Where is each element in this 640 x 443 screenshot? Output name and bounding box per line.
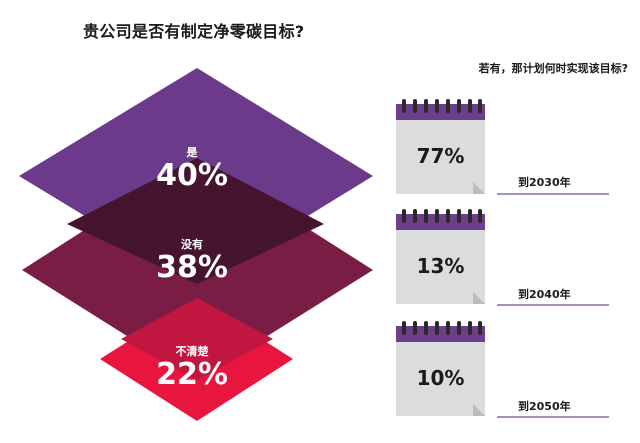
calendar-value-2050: 10% bbox=[416, 366, 465, 390]
segment-value-no: 38% bbox=[156, 250, 228, 285]
ring-icon bbox=[413, 209, 417, 223]
ring-icon bbox=[457, 321, 461, 335]
ring-icon bbox=[478, 209, 482, 223]
segment-value-unsure: 22% bbox=[156, 357, 228, 392]
chart-subtitle: 若有，那计划何时实现该目标? bbox=[478, 62, 628, 75]
year-underline bbox=[497, 193, 609, 195]
ring-icon bbox=[413, 99, 417, 113]
calendar-value-2040: 13% bbox=[416, 254, 465, 278]
ring-icon bbox=[402, 99, 406, 113]
ring-icon bbox=[413, 321, 417, 335]
year-underline bbox=[497, 304, 609, 306]
year-label-2040: 到2040年 bbox=[518, 288, 571, 301]
page-fold-icon bbox=[473, 182, 485, 194]
ring-icon bbox=[446, 321, 450, 335]
calendar-header bbox=[396, 104, 485, 120]
calendar-header bbox=[396, 214, 485, 230]
segment-label-yes: 是 40% bbox=[132, 144, 252, 192]
ring-icon bbox=[402, 209, 406, 223]
ring-icon bbox=[468, 209, 472, 223]
segment-name-unsure: 不清楚 bbox=[175, 345, 209, 358]
segment-value-yes: 40% bbox=[156, 158, 228, 193]
ring-icon bbox=[468, 99, 472, 113]
ring-icon bbox=[478, 321, 482, 335]
ring-icon bbox=[402, 321, 406, 335]
segment-label-no: 没有 38% bbox=[132, 236, 252, 284]
calendar-value-2030: 77% bbox=[416, 144, 465, 168]
year-underline bbox=[497, 416, 609, 418]
ring-icon bbox=[424, 99, 428, 113]
calendar-header bbox=[396, 326, 485, 342]
chart-title: 贵公司是否有制定净零碳目标? bbox=[83, 22, 305, 41]
ring-icon bbox=[435, 99, 439, 113]
page-fold-icon bbox=[473, 404, 485, 416]
ring-icon bbox=[457, 99, 461, 113]
calendar-2030: 77% bbox=[396, 99, 485, 194]
ring-icon bbox=[435, 209, 439, 223]
page-fold-icon bbox=[473, 292, 485, 304]
segment-label-unsure: 不清楚 22% bbox=[132, 343, 252, 391]
segment-name-no: 没有 bbox=[181, 238, 203, 251]
segment-name-yes: 是 bbox=[186, 146, 198, 159]
overlap-no-unsure bbox=[121, 298, 273, 380]
ring-icon bbox=[478, 99, 482, 113]
ring-icon bbox=[446, 209, 450, 223]
ring-icon bbox=[424, 209, 428, 223]
ring-icon bbox=[424, 321, 428, 335]
year-label-2050: 到2050年 bbox=[518, 400, 571, 413]
ring-icon bbox=[457, 209, 461, 223]
overlap-yes-no bbox=[67, 158, 324, 284]
ring-icon bbox=[468, 321, 472, 335]
year-label-2030: 到2030年 bbox=[518, 176, 571, 189]
calendar-2050: 10% bbox=[396, 321, 485, 416]
calendar-2040: 13% bbox=[396, 209, 485, 304]
ring-icon bbox=[435, 321, 439, 335]
ring-icon bbox=[446, 99, 450, 113]
